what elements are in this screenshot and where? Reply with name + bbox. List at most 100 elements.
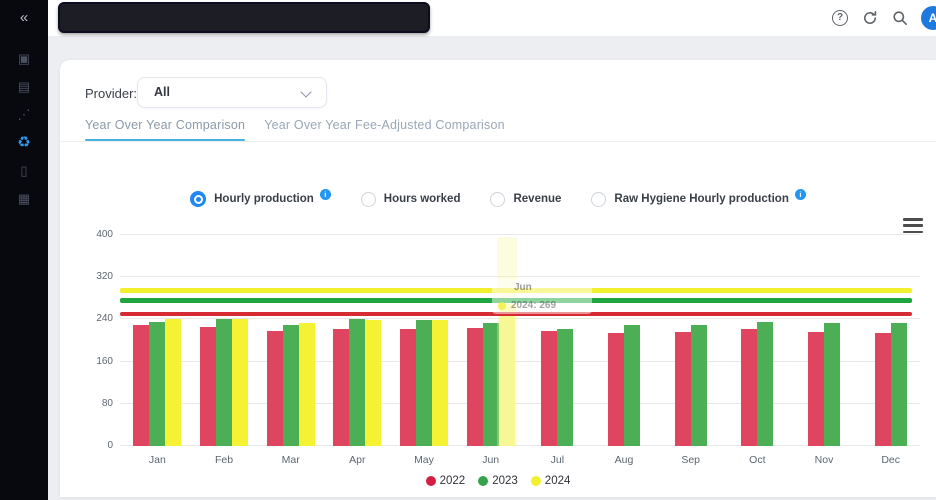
bar-2024-jan[interactable] [165, 319, 182, 446]
bar-2023-aug[interactable] [623, 324, 640, 446]
bar-2024-may[interactable] [431, 320, 448, 446]
bar-2022-feb[interactable] [199, 326, 216, 446]
analytics-module-icon[interactable]: ♻ [17, 134, 31, 151]
sidebar: « ▣ ▤ ⋰ ♻ ▯ ▦ [0, 0, 48, 500]
provider-dropdown-value: All [154, 85, 170, 99]
metric-option-hours-worked[interactable]: Hours worked [360, 191, 461, 207]
bar-2022-mar[interactable] [266, 331, 283, 446]
bar-2023-nov[interactable] [823, 322, 840, 446]
redacted-title-block [58, 2, 430, 33]
bar-group-jan [124, 235, 191, 446]
metric-option-raw-hygiene-hourly-production[interactable]: Raw Hygiene Hourly production i [591, 188, 806, 207]
x-axis-labels: Jan Feb Mar Apr May Jun Jul Aug Sep Oct Nov Dec [124, 454, 924, 468]
tooth-icon[interactable]: ▣ [17, 51, 31, 66]
chart-menu-icon[interactable] [903, 218, 923, 233]
info-icon[interactable]: i [319, 188, 331, 200]
bar-2024-mar[interactable] [298, 322, 315, 446]
radio-raw-hygiene-hourly-production[interactable] [591, 191, 607, 207]
sidebar-collapse-button[interactable]: « [19, 9, 29, 26]
legend-label-2022: 2022 [439, 475, 466, 487]
gridline-80 [120, 402, 920, 404]
refresh-icon[interactable] [861, 9, 879, 27]
bar-2023-dec[interactable] [890, 322, 907, 446]
bar-group-oct [724, 235, 791, 446]
gridline-320 [120, 276, 920, 278]
radio-hours-worked[interactable] [360, 191, 376, 207]
x-tick-aug: Aug [614, 454, 634, 466]
bars-layer [124, 235, 920, 446]
tab-year-over-year-fee-adjusted-comparison[interactable]: Year Over Year Fee-Adjusted Comparison [264, 118, 505, 132]
bar-2023-sep[interactable] [690, 325, 707, 446]
radio-revenue[interactable] [490, 191, 506, 207]
y-tick-80: 80 [101, 397, 113, 409]
bar-group-nov [791, 235, 858, 446]
bar-group-may [391, 235, 458, 446]
bar-2024-apr[interactable] [365, 320, 382, 446]
x-tick-feb: Feb [214, 454, 234, 466]
bar-2022-jan[interactable] [133, 324, 150, 446]
chart-plot-area: Jun 2024: 269 [120, 234, 920, 446]
bar-2022-nov[interactable] [807, 332, 824, 446]
bar-2023-jun[interactable] [482, 323, 499, 446]
help-icon[interactable]: ? [831, 9, 849, 27]
bar-group-mar [257, 235, 324, 446]
user-avatar[interactable]: A [921, 6, 936, 30]
sidebar-nav: ▣ ▤ ⋰ ♻ ▯ ▦ [0, 50, 48, 207]
bar-2023-may[interactable] [415, 320, 432, 446]
trend-dots-icon[interactable]: ⋰ [17, 107, 31, 122]
bar-2022-dec[interactable] [874, 333, 891, 446]
tooltip-series-dot [498, 301, 506, 310]
metric-option-hourly-production[interactable]: Hourly production i [190, 188, 331, 207]
x-tick-sep: Sep [681, 454, 700, 466]
y-tick-160: 160 [96, 355, 113, 367]
bar-2022-oct[interactable] [741, 329, 758, 446]
metric-option-revenue[interactable]: Revenue [490, 191, 561, 207]
gridline-240 [120, 318, 920, 320]
bar-2022-sep[interactable] [674, 331, 691, 446]
bar-2022-jun[interactable] [466, 328, 483, 446]
legend-dot-2023 [478, 476, 489, 486]
bar-2023-jul[interactable] [557, 329, 574, 446]
chart-legend: 2022 2023 2024 [60, 475, 936, 487]
tooltip-category: Jun [514, 282, 532, 293]
bar-2023-oct[interactable] [757, 322, 774, 446]
x-tick-may: May [414, 454, 434, 466]
bar-2024-feb[interactable] [231, 319, 248, 446]
bar-group-jul [524, 235, 591, 446]
reports-icon[interactable]: ▤ [17, 79, 31, 94]
topbar-icons: ? A [831, 0, 936, 36]
chevron-down-icon [300, 86, 312, 98]
bar-2023-feb[interactable] [215, 319, 232, 446]
bar-2023-jan[interactable] [149, 322, 166, 446]
bar-group-aug [591, 235, 658, 446]
metric-label-hours-worked: Hours worked [383, 193, 461, 205]
legend-dot-2022 [425, 476, 436, 486]
legend-item-2023[interactable]: 2023 [478, 475, 518, 487]
bar-2022-jul[interactable] [541, 331, 558, 446]
bar-2022-apr[interactable] [333, 328, 350, 446]
apps-grid-icon[interactable]: ▦ [17, 191, 31, 206]
x-tick-mar: Mar [281, 454, 300, 466]
metric-radio-group: Hourly production i Hours worked Revenue Raw… [60, 188, 936, 207]
tab-bar: Year Over Year Comparison Year Over Year … [85, 118, 505, 141]
bar-group-feb [191, 235, 258, 446]
gridline-0 [120, 445, 920, 446]
bar-2023-apr[interactable] [349, 319, 366, 446]
bar-2022-may[interactable] [399, 328, 416, 446]
bar-2023-mar[interactable] [282, 324, 299, 446]
radio-hourly-production[interactable] [190, 191, 207, 207]
legend-item-2022[interactable]: 2022 [425, 475, 466, 487]
tab-year-over-year-comparison[interactable]: Year Over Year Comparison [85, 118, 246, 141]
legend-item-2024[interactable]: 2024 [530, 475, 570, 487]
device-icon[interactable]: ▯ [20, 163, 28, 178]
metric-label-revenue: Revenue [513, 193, 562, 205]
x-tick-jul: Jul [550, 454, 565, 466]
x-tick-oct: Oct [749, 454, 766, 466]
search-icon[interactable] [891, 9, 909, 27]
provider-dropdown[interactable]: All [137, 77, 327, 108]
legend-label-2023: 2023 [492, 475, 518, 487]
info-icon[interactable]: i [794, 188, 806, 200]
bar-2024-jun[interactable] [498, 304, 515, 446]
bar-2022-aug[interactable] [607, 332, 624, 446]
